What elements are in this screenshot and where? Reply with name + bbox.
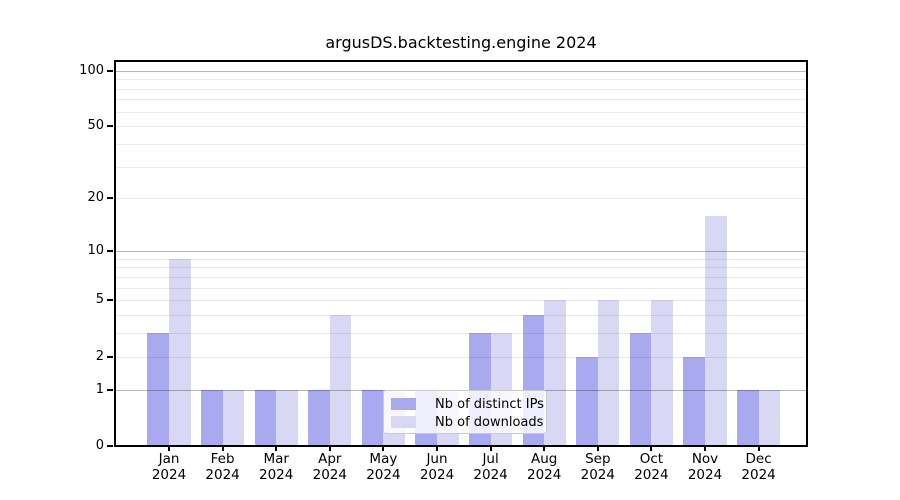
legend-swatch-downloads <box>391 416 416 428</box>
x-tick-label: Sep 2024 <box>580 451 615 483</box>
legend-item-distinct-ips: Nb of distinct IPs <box>391 397 544 412</box>
y-tick-mark <box>107 197 113 200</box>
y-tick-label: 1 <box>95 381 104 397</box>
x-tick-label: Jun 2024 <box>419 451 455 483</box>
y-tick-label: 10 <box>87 242 104 258</box>
x-tick-label: Apr 2024 <box>312 451 347 483</box>
y-tick-mark <box>107 125 113 128</box>
y-tick-mark <box>107 299 113 302</box>
x-tick-label: Jan 2024 <box>151 451 187 483</box>
x-tick-label: Feb 2024 <box>205 451 240 483</box>
y-tick-label: 50 <box>87 118 104 134</box>
y-tick-mark <box>107 388 113 391</box>
x-tick-label: Aug 2024 <box>527 451 562 483</box>
x-tick-label: Jul 2024 <box>473 451 508 483</box>
y-tick-mark <box>107 249 113 252</box>
y-tick-mark <box>107 69 113 72</box>
y-tick-label: 20 <box>87 190 104 206</box>
y-tick-mark <box>107 355 113 358</box>
y-tick-label: 0 <box>95 438 104 453</box>
legend-label-downloads: Nb of downloads <box>435 414 544 430</box>
y-tick-label: 5 <box>95 292 104 308</box>
x-tick-label: Dec 2024 <box>741 451 776 483</box>
legend-label-distinct-ips: Nb of distinct IPs <box>435 396 544 412</box>
legend-swatch-distinct-ips <box>391 398 416 410</box>
y-tick-mark <box>107 445 113 447</box>
plot-area <box>114 60 808 446</box>
top-spine <box>114 60 808 62</box>
legend: Nb of distinct IPs Nb of downloads <box>383 390 547 434</box>
y-tick-label: 2 <box>95 348 104 364</box>
y-tick-label: 100 <box>79 62 104 78</box>
x-tick-label: Nov 2024 <box>687 451 723 483</box>
bottom-spine-x-axis <box>114 445 808 447</box>
legend-item-downloads: Nb of downloads <box>391 415 543 430</box>
x-tick-label: Oct 2024 <box>634 451 669 483</box>
left-spine-y-axis <box>114 60 116 447</box>
right-spine <box>806 60 808 447</box>
chart-title: argusDS.backtesting.engine 2024 <box>325 33 597 52</box>
x-tick-label: Mar 2024 <box>259 451 294 483</box>
x-tick-label: May 2024 <box>366 451 401 483</box>
